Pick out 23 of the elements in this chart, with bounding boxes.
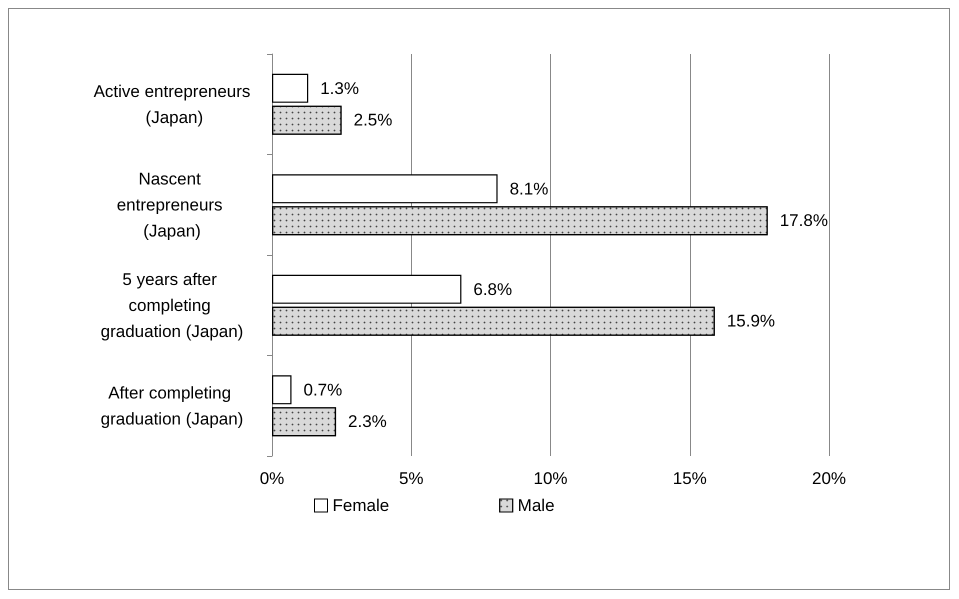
bar (272, 375, 292, 404)
data-label: 15.9% (726, 312, 776, 331)
y-tick-label: 5 years after completing graduation (Japan) (100, 270, 244, 341)
legend-label: Female (332, 496, 390, 515)
data-label: 1.3% (320, 78, 359, 98)
x-tick-label: 10% (533, 469, 568, 488)
data-label: 17.8% (780, 211, 828, 230)
bar (272, 74, 308, 103)
y-tick-label: After completing graduation (Japan) (100, 383, 244, 428)
x-tick-label: 15% (672, 469, 707, 488)
data-label: 8.1% (510, 179, 548, 198)
data-label: 0.7% (303, 380, 342, 400)
bar (272, 274, 462, 304)
bar (272, 174, 498, 204)
x-tick-label: 5% (398, 469, 424, 488)
y-tick-label: Nascent entrepreneurs (Japan) (116, 169, 228, 240)
data-label: 6.8% (473, 280, 512, 299)
y-tick-label: Active entrepreneurs (Japan) (94, 82, 250, 127)
x-tick-label: 20% (812, 469, 846, 488)
x-tick-label: 0% (260, 469, 284, 488)
data-label: 2.5% (354, 110, 392, 130)
data-label: 2.3% (348, 412, 387, 432)
legend-label: Male (518, 496, 555, 515)
